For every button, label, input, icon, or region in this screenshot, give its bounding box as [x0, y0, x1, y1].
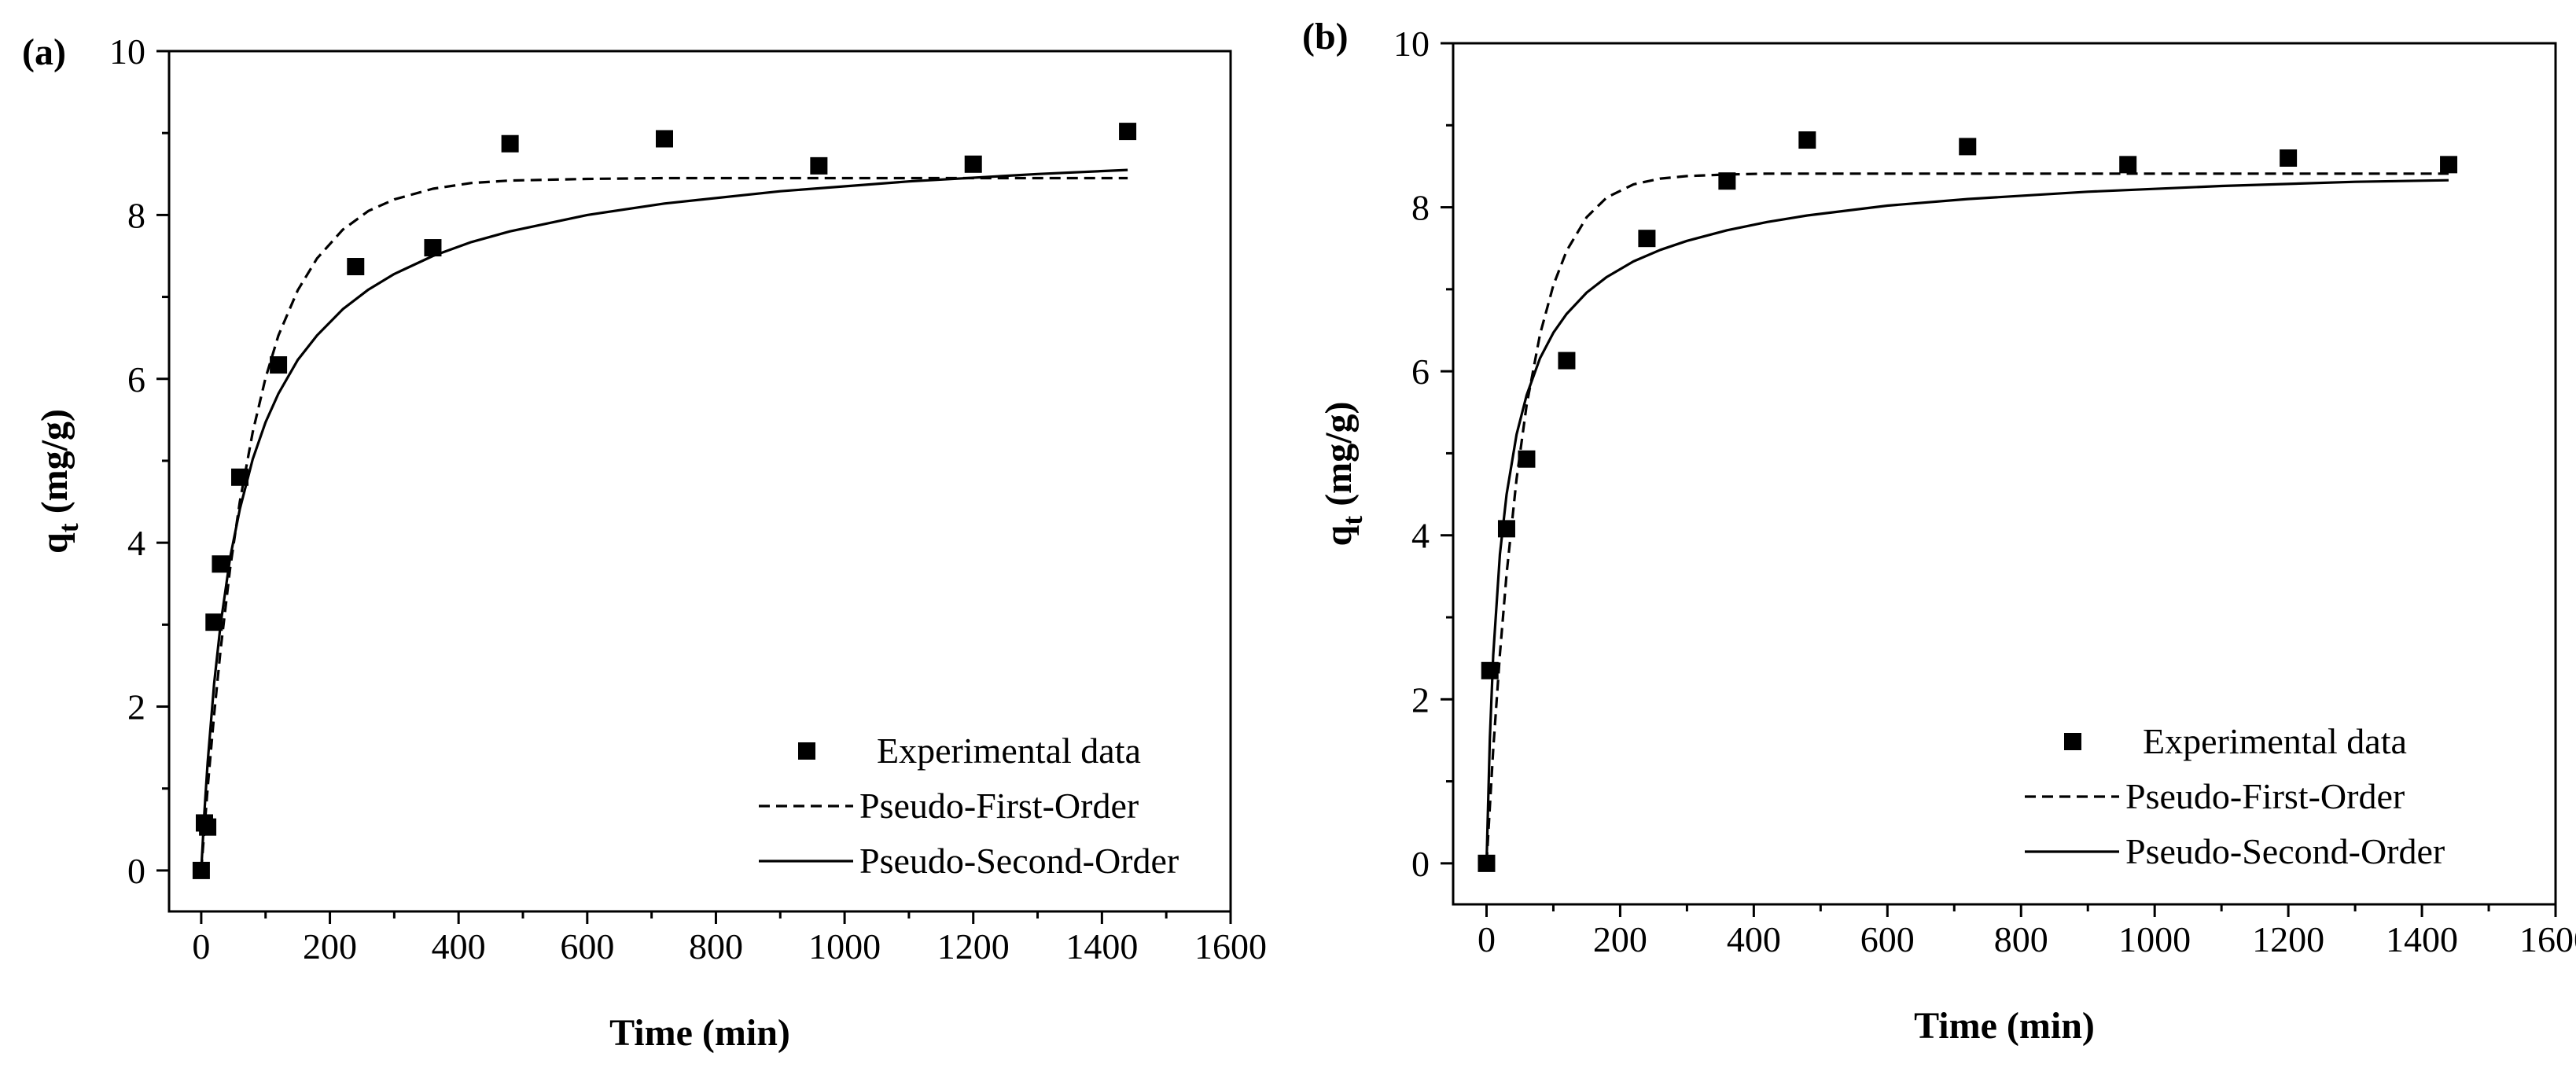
data-point — [1518, 450, 1536, 468]
y-tick-label: 2 — [127, 687, 145, 727]
x-axis-title: Time (min) — [609, 1012, 790, 1054]
x-tick-label: 600 — [560, 926, 614, 966]
legend-label: Experimental data — [2143, 721, 2407, 761]
pso-fit-line — [200, 168, 1128, 871]
x-tick-label: 1200 — [2252, 919, 2324, 959]
y-tick-label: 0 — [127, 851, 145, 891]
y-tick-label: 10 — [109, 31, 145, 72]
x-tick-label: 400 — [1727, 919, 1781, 959]
data-point — [2119, 156, 2137, 174]
legend-label: Pseudo-First-Order — [2125, 776, 2405, 816]
x-tick-label: 800 — [689, 926, 743, 966]
data-point — [231, 468, 248, 486]
chart-panel-b: 0 200 400 600 800 1000 1200 1400 1600 0 2 4 6 8 10 (b) T… — [1302, 16, 2576, 1047]
y-tick-label: 10 — [1393, 24, 1430, 64]
y-tick-label: 0 — [1411, 844, 1430, 884]
y-axis-title-unit: (mg/g) — [1318, 402, 1360, 516]
data-point — [1798, 131, 1816, 149]
y-tick-label: 6 — [1411, 352, 1430, 392]
data-point — [656, 130, 673, 148]
data-point — [205, 613, 223, 631]
legend-marker-icon — [2064, 733, 2081, 750]
data-point — [424, 239, 442, 257]
y-tick-label: 4 — [127, 523, 145, 563]
data-point — [1558, 352, 1576, 370]
data-point — [1718, 172, 1736, 190]
chart-panel-a: 0 200 400 600 800 1000 1200 1400 1600 0 2 4 6 8 10 (a) T… — [22, 31, 1267, 1054]
y-tick-label: 6 — [127, 359, 145, 399]
data-point — [347, 258, 365, 276]
data-point — [1638, 230, 1656, 248]
legend-label: Pseudo-Second-Order — [2125, 831, 2445, 871]
legend: Experimental data Pseudo-First-Order Pseud… — [759, 731, 1179, 881]
x-tick-label: 600 — [1860, 919, 1915, 959]
legend-marker-icon — [798, 742, 815, 760]
x-tick-label: 1200 — [937, 926, 1010, 966]
data-point — [199, 818, 217, 836]
data-point — [212, 555, 230, 573]
x-tick-label: 1000 — [2118, 919, 2191, 959]
data-point — [1497, 520, 1515, 538]
data-point — [501, 134, 519, 153]
panel-label: (a) — [22, 31, 66, 73]
plot-frame — [1452, 42, 2557, 906]
y-tick-label: 4 — [1411, 516, 1430, 556]
data-point — [1481, 661, 1499, 679]
x-tick-label: 400 — [432, 926, 486, 966]
pfo-fit-line — [1485, 172, 2449, 863]
legend-label: Pseudo-Second-Order — [859, 841, 1179, 881]
data-point — [270, 356, 288, 374]
plot-frame — [167, 50, 1232, 913]
y-axis-title-sub: t — [53, 523, 84, 532]
x-tick-label: 1400 — [1065, 926, 1138, 966]
y-tick-label: 8 — [1411, 188, 1430, 228]
data-point — [964, 155, 982, 173]
x-tick-label: 200 — [1593, 919, 1647, 959]
x-tick-label: 1600 — [1194, 926, 1267, 966]
data-point — [2280, 149, 2298, 167]
y-axis-title: qt (mg/g) — [34, 409, 84, 554]
x-tick-label: 0 — [192, 926, 210, 966]
x-tick-label: 1400 — [2386, 919, 2458, 959]
data-point — [1119, 123, 1137, 141]
y-axis-title-main: q — [1318, 525, 1360, 547]
x-tick-label: 200 — [303, 926, 357, 966]
x-tick-label: 800 — [1994, 919, 2048, 959]
plot-area — [200, 168, 1128, 871]
data-point — [1959, 138, 1977, 156]
pfo-fit-line — [200, 176, 1128, 871]
data-point — [192, 861, 210, 879]
x-axis-title: Time (min) — [1914, 1005, 2095, 1047]
y-axis-title-unit: (mg/g) — [34, 409, 75, 523]
x-tick-label: 1000 — [808, 926, 881, 966]
y-axis-title-sub: t — [1337, 516, 1368, 525]
y-axis-title: qt (mg/g) — [1318, 402, 1368, 547]
legend: Experimental data Pseudo-First-Order Pseud… — [2025, 721, 2445, 871]
y-axis-title-main: q — [34, 532, 75, 554]
pso-fit-line — [1485, 179, 2449, 863]
legend-label: Experimental data — [877, 731, 1141, 771]
data-point — [1478, 854, 1496, 872]
plot-area — [1485, 172, 2449, 863]
x-tick-label: 1600 — [2519, 919, 2576, 959]
x-tick-label: 0 — [1478, 919, 1496, 959]
legend-label: Pseudo-First-Order — [859, 786, 1139, 826]
data-point — [810, 156, 828, 175]
y-tick-label: 8 — [127, 195, 145, 235]
panel-label: (b) — [1302, 16, 1349, 57]
y-tick-label: 2 — [1411, 679, 1430, 720]
data-point — [2440, 156, 2458, 174]
